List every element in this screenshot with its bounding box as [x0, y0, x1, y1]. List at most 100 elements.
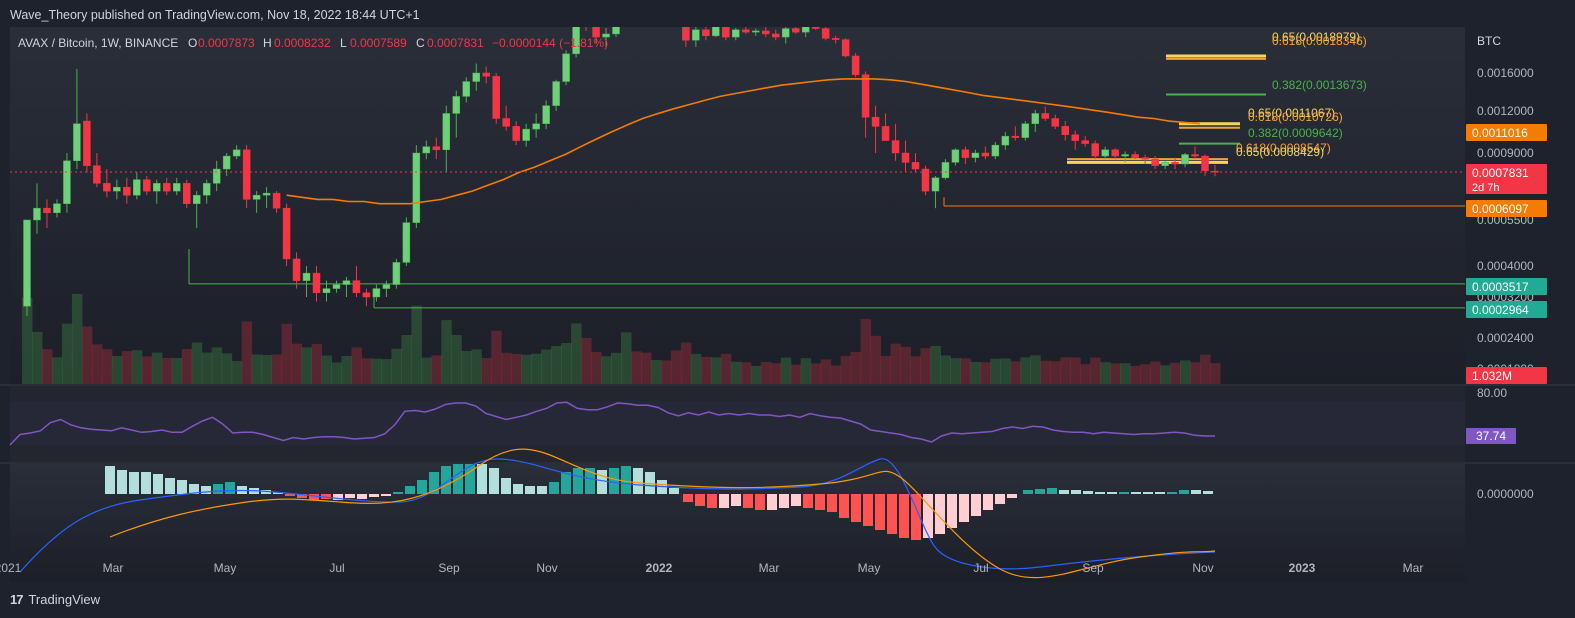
- volume-bar: [331, 362, 342, 384]
- volume-bar: [1070, 357, 1081, 384]
- volume-bar: [840, 356, 852, 384]
- macd-histogram-bar: [1095, 492, 1105, 494]
- volume-bar: [401, 334, 412, 384]
- fib-level-label: 0.618(0.0008547): [1236, 141, 1331, 155]
- volume-bar: [31, 331, 43, 384]
- macd-histogram-bar: [971, 494, 981, 516]
- macd-histogram-bar: [129, 472, 139, 494]
- fib-level-label: 0.382(0.0013673): [1272, 78, 1367, 92]
- candle-body: [1161, 162, 1169, 166]
- macd-histogram-bar: [995, 494, 1005, 504]
- volume-bar: [351, 347, 362, 384]
- chart-svg[interactable]: 0.65(0.0018979)0.618(0.0018346) 0.382(0.0…: [0, 0, 1575, 582]
- candle-body: [372, 288, 381, 298]
- macd-histogram-bar: [393, 492, 403, 494]
- rsi-value-badge: [1466, 428, 1516, 444]
- publisher-text: Wave_Theory published on TradingView.com…: [10, 8, 420, 22]
- volume-bar: [361, 358, 372, 384]
- price-badge-countdown: 2d 7h: [1472, 182, 1500, 194]
- candle-body: [412, 152, 421, 223]
- fib-levels: 0.65(0.0018979)0.618(0.0018346) 0.382(0.0…: [1067, 30, 1367, 164]
- volume-bar: [1200, 354, 1211, 384]
- volume-bar: [630, 351, 642, 384]
- tradingview-logo[interactable]: 17 TradingView: [10, 592, 100, 607]
- volume-bar: [1160, 365, 1171, 384]
- candle-body: [232, 149, 241, 157]
- candle-body: [282, 207, 291, 260]
- macd-histogram-bar: [621, 466, 631, 494]
- time-tick-label: 2023: [1289, 561, 1316, 575]
- candle-body: [732, 29, 740, 38]
- volume-bar: [601, 356, 612, 384]
- macd-histogram-bar: [743, 494, 753, 508]
- candle-body: [452, 96, 461, 114]
- legend[interactable]: AVAX / Bitcoin, 1W, BINANCE O 0.0007873 …: [18, 36, 608, 50]
- macd-histogram-bar: [297, 494, 307, 498]
- candle-body: [302, 272, 311, 281]
- candle-body: [1071, 134, 1079, 141]
- rsi-layer: [9, 401, 1465, 446]
- candle-body: [352, 280, 361, 293]
- volume-bar: [561, 343, 572, 384]
- ohlc-l-label: L: [340, 36, 347, 50]
- price-badge-value: 0.0007831: [1472, 166, 1529, 180]
- candle-body: [522, 128, 530, 141]
- macd-histogram-bar: [839, 494, 849, 518]
- candle-body: [1121, 154, 1129, 157]
- chart-area[interactable]: 0.65(0.0018979) 0.618(0.0018346) 0.382(0.0…: [0, 0, 1575, 582]
- volume-bar: [101, 349, 113, 384]
- candle-body: [532, 123, 540, 130]
- macd-histogram-bar: [429, 472, 439, 494]
- candle-body: [821, 28, 830, 39]
- volume-bar: [750, 365, 762, 384]
- volume-bar: [211, 347, 223, 384]
- candle-body: [1081, 140, 1089, 144]
- candle-body: [312, 272, 321, 293]
- volume-bar: [621, 332, 632, 384]
- volume-bar: [1010, 361, 1021, 384]
- volume-bar: [591, 351, 602, 384]
- time-tick-label: Nov: [1192, 561, 1213, 575]
- currency-label: BTC: [1477, 34, 1501, 48]
- volume-bar: [271, 354, 283, 384]
- macd-layer: [19, 448, 1216, 579]
- time-axis[interactable]: 2021 Mar May Jul Sep Nov 2022 Mar May Jul Sep Nov 20…: [0, 561, 1423, 575]
- macd-histogram-bar: [213, 484, 223, 494]
- macd-histogram-bar: [1167, 492, 1177, 494]
- candle-body: [172, 183, 181, 192]
- price-tick-label: 0.0009000: [1477, 146, 1534, 160]
- volume-bar: [541, 349, 552, 384]
- macd-histogram-bar: [321, 494, 331, 499]
- candle-body: [602, 33, 610, 38]
- macd-histogram-bar: [333, 494, 343, 500]
- candle-body: [1201, 155, 1209, 171]
- candle-body: [552, 81, 560, 106]
- time-tick-label: Sep: [1082, 561, 1104, 575]
- volume-bar: [571, 323, 582, 384]
- macd-signal-line: [109, 448, 1216, 579]
- ohlc-c-value: 0.0007831: [427, 36, 484, 50]
- ohlc-l-value: 0.0007589: [350, 36, 407, 50]
- volume-bar: [241, 321, 253, 384]
- candle-body: [133, 179, 141, 196]
- macd-histogram-bar: [1119, 492, 1129, 494]
- volume-layer: [22, 294, 1221, 384]
- macd-histogram-bar: [755, 494, 765, 510]
- volume-bar: [1100, 362, 1111, 384]
- macd-histogram-bar: [1035, 489, 1045, 494]
- volume-bar: [1180, 360, 1191, 384]
- macd-histogram-bar: [1191, 490, 1201, 494]
- volume-bar: [261, 355, 273, 384]
- macd-histogram-bar: [369, 494, 379, 497]
- macd-histogram-bar: [117, 470, 127, 494]
- candle-body: [911, 162, 920, 170]
- volume-bar: [900, 346, 912, 384]
- candle-body: [43, 207, 51, 214]
- candle-body: [123, 186, 131, 196]
- macd-histogram-bar: [1143, 492, 1153, 494]
- price-axis[interactable]: 0.00160000.00120000.00090000.00055000.00…: [1477, 66, 1534, 376]
- volume-bar: [1210, 363, 1221, 384]
- macd-histogram-bar: [525, 486, 535, 494]
- volume-bar: [950, 358, 961, 384]
- macd-histogram-bar: [153, 474, 163, 494]
